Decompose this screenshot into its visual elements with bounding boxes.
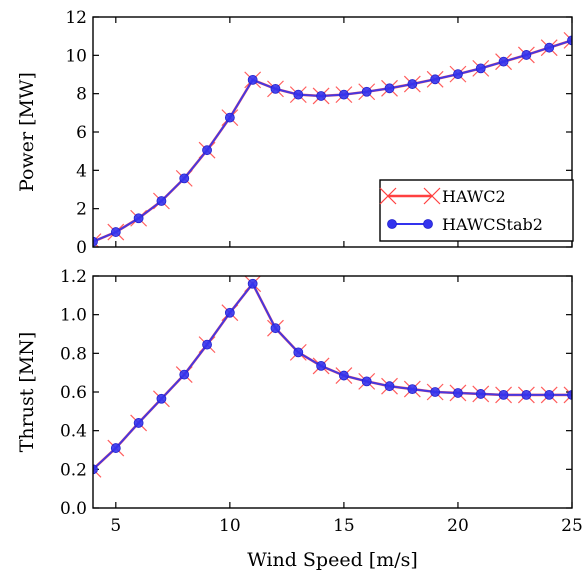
- axes-frame: [92, 16, 573, 248]
- legend-label: HAWC2: [442, 187, 506, 206]
- circle-marker-point: [453, 388, 463, 398]
- circle-marker-point: [156, 393, 167, 404]
- circle-marker-point: [475, 389, 486, 399]
- circle-marker-point: [293, 347, 304, 358]
- legend: HAWC2 HAWCStab2: [379, 179, 574, 242]
- y-tick-label: 1.0: [60, 306, 87, 326]
- circle-marker-point: [430, 387, 441, 397]
- data-area: [93, 276, 572, 478]
- circle-marker-point: [202, 145, 212, 156]
- y-tick-label: 10: [65, 46, 87, 66]
- y-tick-label: 2: [76, 200, 87, 220]
- thrust-subplot: 0.0 0.2 0.4 0.6 0.8 1.0 1.2 5 10 15 20 25 Thrust [MN…: [16, 267, 583, 571]
- circle-marker-point: [156, 196, 167, 206]
- circle-marker-point: [93, 464, 98, 475]
- y-tick-label: 0.6: [60, 383, 87, 403]
- x-tick-label: 5: [110, 516, 121, 536]
- series-line-hawc2: [93, 281, 572, 471]
- circle-marker-point: [453, 69, 463, 80]
- circle-marker-point: [361, 86, 372, 97]
- circle-marker-point: [544, 389, 555, 400]
- circle-marker-point: [430, 74, 441, 85]
- legend-x-marker: [423, 187, 441, 205]
- y-tick-label: 0: [76, 238, 87, 258]
- circle-marker-point: [384, 83, 395, 94]
- legend-circle-marker: [387, 219, 397, 229]
- circle-marker-point: [224, 112, 235, 123]
- circle-marker-point: [475, 63, 486, 74]
- circle-marker-point: [179, 369, 190, 380]
- circle-marker-point: [339, 370, 349, 381]
- legend-x-marker: [379, 187, 397, 205]
- x-tick-label: 25: [561, 516, 583, 536]
- circle-marker-point: [361, 376, 372, 387]
- circle-marker-point: [247, 74, 258, 85]
- x-axis-label: Wind Speed [m/s]: [247, 549, 418, 571]
- circle-marker-point: [110, 443, 121, 453]
- legend-box: [379, 179, 574, 242]
- circle-marker-point: [567, 35, 572, 46]
- circle-marker-point: [179, 173, 190, 184]
- x-tick-label: 10: [219, 516, 241, 536]
- circle-marker-point: [339, 89, 349, 100]
- y-axis-label: Thrust [MN]: [16, 332, 38, 453]
- x-tick-label: 15: [333, 516, 355, 536]
- y-tick-label: 8: [76, 85, 87, 105]
- circle-marker-point: [110, 227, 121, 237]
- circle-marker-point: [567, 390, 572, 400]
- y-tick-label: 12: [65, 8, 87, 28]
- y-tick-label: 0.0: [60, 499, 87, 519]
- circle-marker-point: [270, 83, 281, 94]
- circle-marker-point: [498, 56, 509, 67]
- y-tick-label: 0.2: [60, 460, 87, 480]
- circle-marker-point: [407, 79, 418, 89]
- y-tick-label: 0.8: [60, 344, 87, 364]
- data-area: [93, 31, 572, 247]
- circle-marker-point: [202, 339, 212, 350]
- circle-marker-point: [270, 323, 281, 334]
- power-subplot: 0 2 4 6 8 10 12 Power [MW]: [16, 8, 573, 258]
- circle-marker-point: [544, 42, 555, 53]
- x-marker-point: [563, 31, 572, 49]
- circle-marker-point: [407, 384, 418, 395]
- y-tick-label: 0.4: [60, 422, 87, 442]
- circle-marker-point: [224, 307, 235, 318]
- circle-marker-point: [93, 236, 98, 247]
- y-tick-label: 6: [76, 123, 87, 143]
- circle-marker-point: [293, 89, 304, 100]
- circle-marker-point: [316, 360, 326, 371]
- circle-marker-point: [498, 389, 509, 400]
- circle-marker-point: [247, 278, 258, 289]
- circle-marker-point: [384, 381, 395, 392]
- y-tick-label: 4: [76, 161, 87, 181]
- legend-circle-marker: [423, 219, 433, 229]
- x-tick-label: 20: [447, 516, 469, 536]
- series-line-hawcstab2: [93, 39, 572, 243]
- circle-marker-point: [521, 50, 532, 60]
- x-marker-point: [563, 386, 572, 404]
- circle-marker-point: [133, 213, 144, 224]
- series-line-hawcstab2: [93, 281, 572, 471]
- circle-marker-point: [316, 91, 326, 101]
- circle-marker-point: [521, 389, 532, 400]
- y-tick-label: 1.2: [60, 267, 87, 287]
- legend-label: HAWCStab2: [442, 215, 543, 234]
- y-axis-label: Power [MW]: [16, 72, 38, 192]
- axes-frame: [92, 275, 573, 509]
- circle-marker-point: [133, 418, 144, 428]
